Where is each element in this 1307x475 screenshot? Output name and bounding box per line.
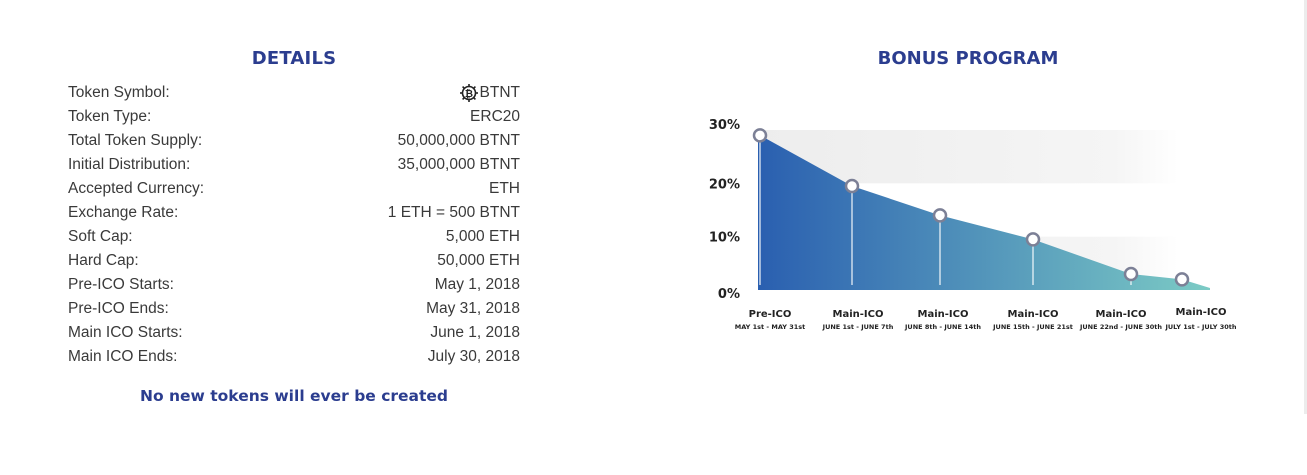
details-value: May 1, 2018 [434, 276, 520, 293]
details-value: 50,000,000 BTNT [397, 132, 520, 149]
details-row: Soft Cap: 5,000 ETH [68, 225, 520, 249]
details-value: ERC20 [470, 108, 520, 125]
x-category-label: Main-ICO [833, 309, 884, 320]
details-row: Main ICO Starts: June 1, 2018 [68, 321, 520, 345]
x-date-range-label: MAY 1st - MAY 31st [735, 323, 805, 331]
data-point-marker [1123, 266, 1139, 282]
details-label: Total Token Supply: [68, 132, 203, 149]
details-label: Accepted Currency: [68, 180, 205, 197]
y-tick-label: 30% [709, 118, 740, 133]
details-label: Pre-ICO Ends: [68, 300, 169, 317]
bonus-chart: 30% 20% 10% 0% Pre-ICO MAY 1st - MAY 31st Mai… [709, 118, 1237, 331]
data-point-marker [752, 128, 768, 143]
details-row: Initial Distribution: 35,000,000 BTNT [68, 153, 520, 177]
no-new-tokens-note: No new tokens will ever be created [139, 387, 449, 405]
details-list: Token Symbol: ₿ BTNT Token Type: ERC20 Total … [68, 81, 520, 369]
details-label: Hard Cap: [68, 252, 139, 269]
details-row: Exchange Rate: 1 ETH = 500 BTNT [68, 201, 520, 225]
data-point-marker [1025, 232, 1041, 247]
details-panel: DETAILS Token Symbol: ₿ BTNT Token Type: ERC… [68, 48, 520, 405]
details-value: ETH [489, 180, 520, 197]
x-category-label: Main-ICO [1008, 309, 1059, 320]
right-edge-rule [1304, 0, 1307, 414]
details-row: Total Token Supply: 50,000,000 BTNT [68, 129, 520, 153]
details-value: 50,000 ETH [437, 252, 520, 269]
details-label: Pre-ICO Starts: [68, 276, 174, 293]
details-value: ₿ BTNT [459, 83, 520, 103]
details-label: Exchange Rate: [68, 204, 179, 221]
details-row: Token Type: ERC20 [68, 105, 520, 129]
details-row: Accepted Currency: ETH [68, 177, 520, 201]
details-row: Main ICO Ends: July 30, 2018 [68, 345, 520, 369]
details-title: DETAILS [251, 48, 337, 69]
x-category-label: Main-ICO [1096, 309, 1147, 320]
x-date-range-label: JUNE 15th - JUNE 21st [992, 323, 1073, 331]
details-value: 5,000 ETH [445, 228, 520, 245]
y-tick-label: 10% [709, 231, 740, 246]
token-symbol-text: BTNT [479, 84, 520, 101]
details-row: Token Symbol: ₿ BTNT [68, 81, 520, 105]
x-category-label: Pre-ICO [749, 309, 792, 320]
details-label: Main ICO Starts: [68, 324, 183, 341]
data-point-marker [1174, 272, 1190, 287]
bitcoin-gear-icon: ₿ [459, 83, 479, 103]
x-date-range-label: JUNE 22nd - JUNE 30th [1079, 323, 1162, 331]
y-tick-label: 20% [709, 177, 740, 192]
details-row: Hard Cap: 50,000 ETH [68, 249, 520, 273]
details-label: Token Symbol: [68, 84, 170, 101]
x-date-range-label: JUNE 1st - JUNE 7th [822, 323, 894, 331]
svg-text:₿: ₿ [464, 88, 472, 100]
bonus-area [758, 135, 1210, 290]
details-value: 35,000,000 BTNT [397, 156, 520, 173]
x-date-range-label: JULY 1st - JULY 30th [1164, 323, 1236, 331]
x-date-range-label: JUNE 8th - JUNE 14th [904, 323, 981, 331]
details-value: 1 ETH = 500 BTNT [387, 204, 520, 221]
details-value: June 1, 2018 [430, 324, 520, 341]
details-label: Initial Distribution: [68, 156, 191, 173]
details-value: May 31, 2018 [426, 300, 520, 317]
details-label: Token Type: [68, 108, 152, 125]
data-point-marker [844, 178, 860, 194]
x-category-label: Main-ICO [918, 309, 969, 320]
data-point-marker [932, 208, 948, 223]
y-tick-label: 0% [718, 287, 740, 302]
x-category-label: Main-ICO [1176, 307, 1227, 318]
details-value: July 30, 2018 [427, 348, 520, 365]
details-row: Pre-ICO Ends: May 31, 2018 [68, 297, 520, 321]
details-row: Pre-ICO Starts: May 1, 2018 [68, 273, 520, 297]
bonus-program-title: BONUS PROGRAM [877, 48, 1059, 69]
details-label: Main ICO Ends: [68, 348, 178, 365]
details-label: Soft Cap: [68, 228, 133, 245]
